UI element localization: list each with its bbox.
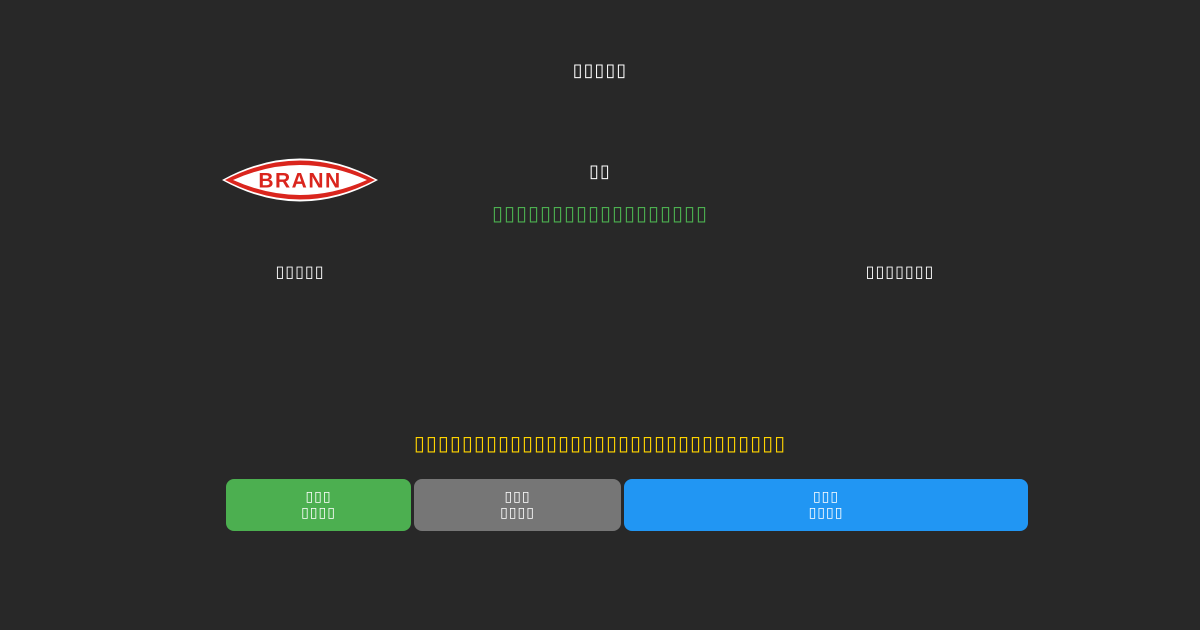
vote-button-home-win[interactable]: ▯▯▯ ▯▯▯▯ <box>226 479 411 531</box>
vote-button-draw-line1: ▯▯▯ <box>504 489 531 505</box>
home-team-name: ▯▯▯▯▯ <box>275 262 325 281</box>
vote-button-away-line2: ▯▯▯▯ <box>808 505 844 521</box>
vote-button-home-line1: ▯▯▯ <box>305 489 332 505</box>
vote-buttons-row: ▯▯▯ ▯▯▯▯ ▯▯▯ ▯▯▯▯ ▯▯▯ ▯▯▯▯ <box>226 479 1028 531</box>
away-team-name: ▯▯▯▯▯▯▯ <box>865 262 935 281</box>
vote-button-away-win[interactable]: ▯▯▯ ▯▯▯▯ <box>624 479 1028 531</box>
logo-wordmark: BRANN <box>258 170 341 193</box>
vote-button-draw[interactable]: ▯▯▯ ▯▯▯▯ <box>414 479 621 531</box>
home-team-logo: BRANN <box>221 158 379 202</box>
vote-button-draw-line2: ▯▯▯▯ <box>500 505 535 521</box>
vote-button-away-line1: ▯▯▯ <box>812 489 840 505</box>
match-subtitle: ▯▯▯▯▯▯▯▯▯▯▯▯▯▯▯▯▯▯ <box>491 201 709 225</box>
league-title: ▯▯▯▯▯ <box>572 60 628 81</box>
question-text: ▯▯▯▯▯▯▯▯▯▯▯▯▯▯▯▯▯▯▯▯▯▯▯▯▯▯▯▯▯▯▯ <box>413 431 787 455</box>
logo-inner-face <box>233 165 367 195</box>
brann-logo: BRANN <box>222 158 378 202</box>
vs-label: ▯▯ <box>589 161 611 182</box>
vote-button-home-line2: ▯▯▯▯ <box>301 505 336 521</box>
